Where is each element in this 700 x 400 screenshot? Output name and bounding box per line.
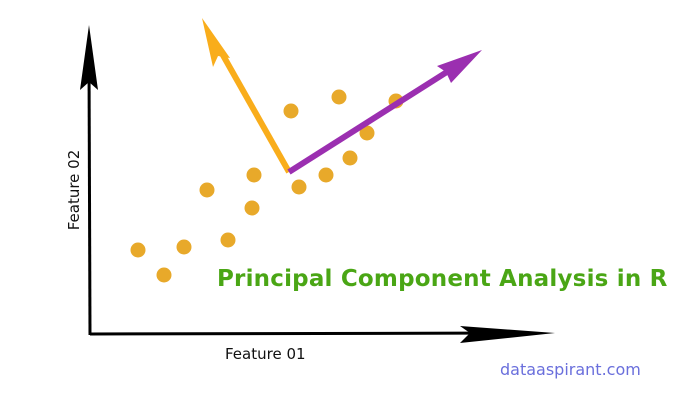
data-point: [359, 125, 375, 141]
pc1-arrow-shaft: [287, 67, 452, 175]
pc1-arrowhead: [437, 50, 482, 83]
pc2-arrow-shaft: [217, 48, 292, 174]
data-point: [244, 200, 260, 216]
data-point: [176, 239, 192, 255]
watermark-link: dataaspirant.com: [500, 360, 641, 379]
data-point: [199, 182, 215, 198]
pc2-arrowhead: [202, 18, 230, 67]
y-axis-label: Feature 02: [65, 149, 83, 231]
data-point: [130, 242, 146, 258]
data-point: [156, 267, 172, 283]
diagram-title: Principal Component Analysis in R: [217, 266, 668, 292]
data-point: [291, 179, 307, 195]
principal-component-arrows: [202, 18, 482, 175]
data-points: [130, 89, 404, 283]
x-axis-arrowhead: [460, 326, 555, 343]
data-point: [220, 232, 236, 248]
y-axis-arrowhead: [80, 25, 98, 90]
data-point: [318, 167, 334, 183]
x-axis-label: Feature 01: [225, 345, 306, 363]
data-point: [283, 103, 299, 119]
axes: [80, 25, 555, 343]
y-axis: [87, 59, 92, 336]
data-point: [331, 89, 347, 105]
data-point: [246, 167, 262, 183]
data-point: [342, 150, 358, 166]
x-axis: [89, 331, 521, 336]
